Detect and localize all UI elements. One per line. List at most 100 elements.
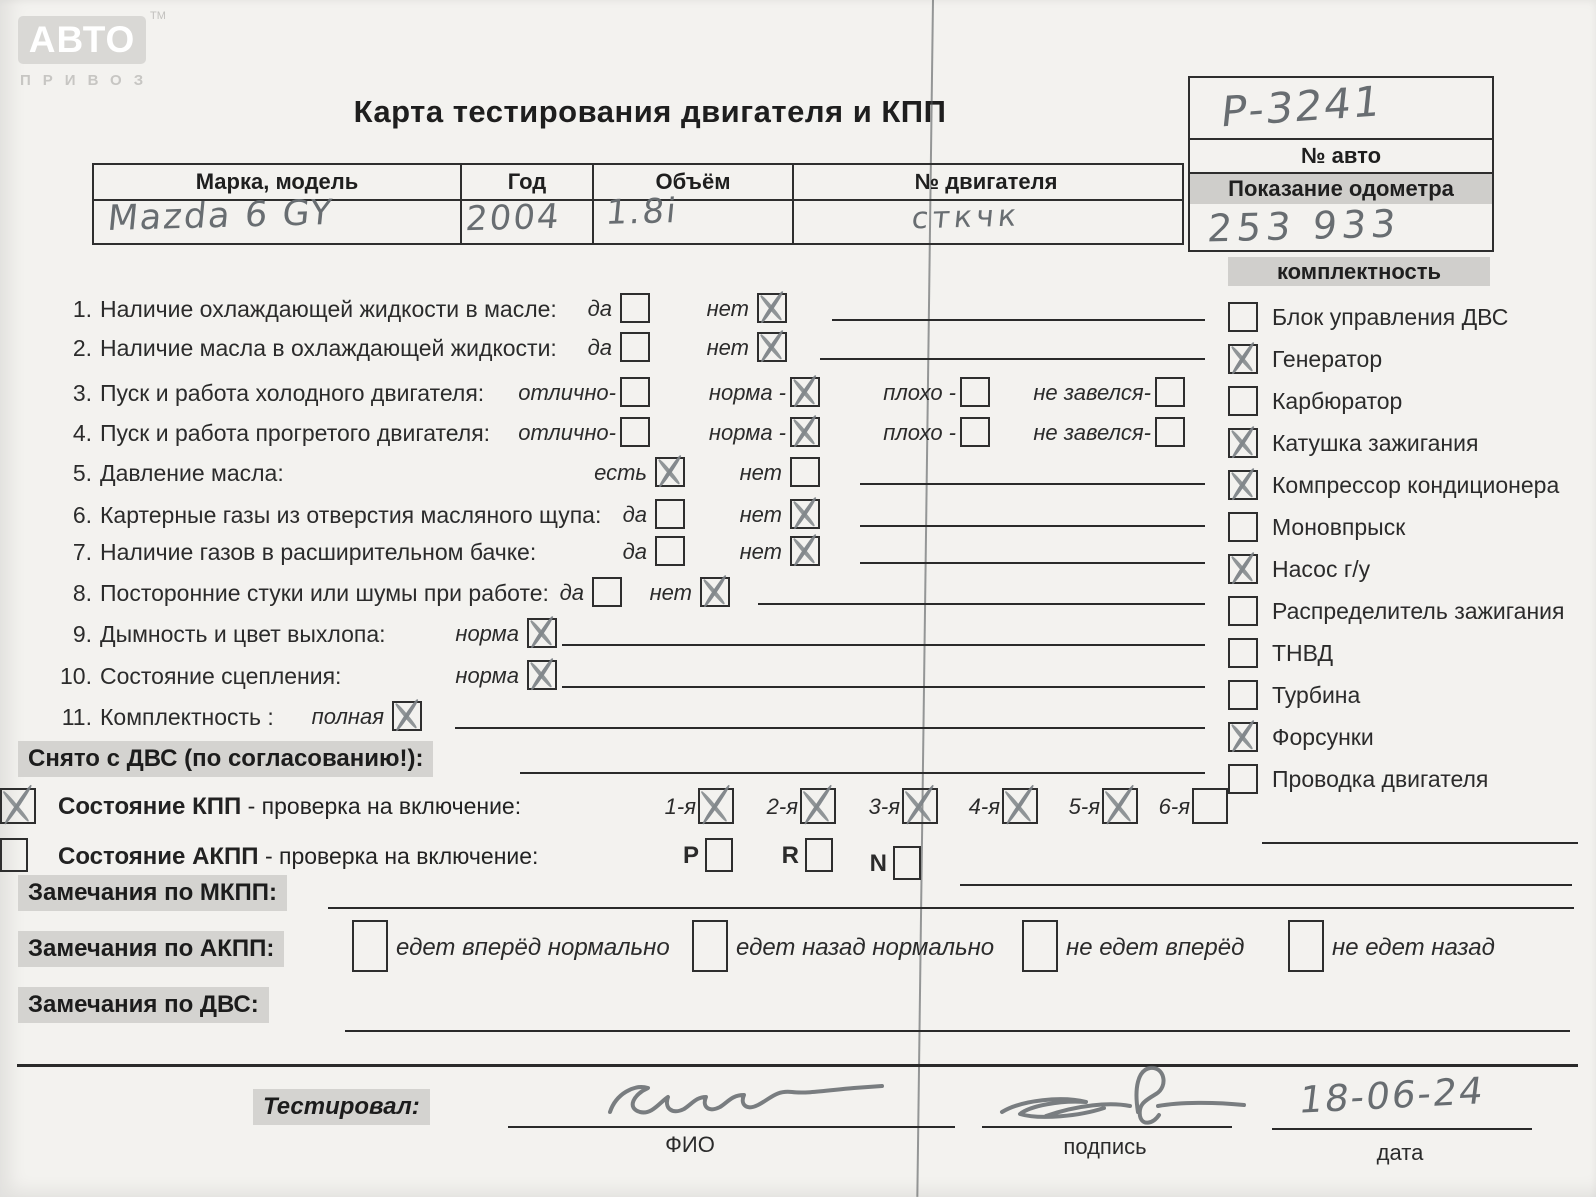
equipment-checkbox[interactable] bbox=[1228, 302, 1258, 332]
option-checkbox-net[interactable] bbox=[700, 577, 730, 607]
option-checkbox-plokho[interactable] bbox=[960, 377, 990, 407]
option-checkbox-net[interactable] bbox=[757, 332, 787, 362]
equipment-item: Моновпрыск bbox=[1228, 506, 1588, 548]
option-checkbox-net[interactable] bbox=[790, 536, 820, 566]
car-number-label: № авто bbox=[1190, 138, 1492, 172]
option-checkbox-ne-zavelsya[interactable] bbox=[1155, 377, 1185, 407]
option-checkbox-da[interactable] bbox=[592, 577, 622, 607]
option-checkbox-norma[interactable] bbox=[527, 618, 557, 648]
cell-year bbox=[462, 201, 594, 245]
option-checkbox-plokho[interactable] bbox=[960, 417, 990, 447]
option-checkbox-da[interactable] bbox=[620, 293, 650, 323]
option-checkbox-ne-zavelsya[interactable] bbox=[1155, 417, 1185, 447]
equipment-label: Распределитель зажигания bbox=[1272, 597, 1565, 624]
odometer-handwriting: 253 933 bbox=[1205, 201, 1403, 251]
option-checkbox-net[interactable] bbox=[757, 293, 787, 323]
akpp-remark-checkbox[interactable] bbox=[1022, 920, 1058, 972]
equipment-checkbox[interactable] bbox=[1228, 470, 1258, 500]
option-label: полная bbox=[311, 704, 384, 729]
row-number: 7. bbox=[72, 539, 92, 565]
akpp-remark-option: едет назад нормально bbox=[692, 920, 994, 977]
option-checkbox-net[interactable] bbox=[790, 457, 820, 487]
blank-line bbox=[758, 603, 1205, 606]
option-label: нет bbox=[739, 539, 782, 564]
blank-line bbox=[455, 727, 1205, 730]
akpp-remarks-label: Замечания по АКПП: bbox=[18, 931, 285, 967]
blank-line bbox=[345, 1030, 1570, 1033]
gear-checkbox[interactable] bbox=[1002, 788, 1038, 824]
mode-checkbox[interactable] bbox=[805, 838, 833, 872]
gear-label: 1-я bbox=[664, 794, 696, 819]
sign-caption: подпись bbox=[1063, 1134, 1147, 1159]
mode-checkbox[interactable] bbox=[0, 838, 28, 872]
gear-checkbox[interactable] bbox=[0, 788, 36, 824]
equipment-label: Блок управления ДВС bbox=[1272, 303, 1509, 330]
gear-checkbox[interactable] bbox=[902, 788, 938, 824]
equipment-checkbox[interactable] bbox=[1228, 554, 1258, 584]
option-checkbox-da[interactable] bbox=[655, 536, 685, 566]
mode-checkbox[interactable] bbox=[705, 838, 733, 872]
check-row-10: 10. Состояние сцепления: норма bbox=[0, 660, 1596, 694]
equipment-checkbox[interactable] bbox=[1228, 428, 1258, 458]
blank-line bbox=[960, 884, 1572, 887]
equipment-label: Катушка зажигания bbox=[1272, 429, 1479, 456]
option-checkbox-otlichno[interactable] bbox=[620, 417, 650, 447]
akpp-remark-option: не едет назад bbox=[1288, 920, 1495, 977]
check-row-7: 7. Наличие газов в расширительном бачке:… bbox=[0, 536, 1596, 570]
mode-checkbox[interactable] bbox=[893, 846, 921, 880]
dvs-remarks-label: Замечания по ДВС: bbox=[18, 987, 269, 1023]
equipment-checkbox[interactable] bbox=[1228, 722, 1258, 752]
row-label: Наличие газов в расширительном бачке: bbox=[100, 539, 537, 565]
option-checkbox-da[interactable] bbox=[620, 332, 650, 362]
equipment-item: Карбюратор bbox=[1228, 380, 1588, 422]
equipment-checkbox[interactable] bbox=[1228, 680, 1258, 710]
footer-divider-line bbox=[17, 1064, 1578, 1067]
option-label: да bbox=[587, 335, 612, 360]
row-number: 5. bbox=[72, 460, 92, 486]
option-checkbox-norma[interactable] bbox=[527, 660, 557, 690]
row-number: 6. bbox=[72, 502, 92, 528]
gear-checkbox[interactable] bbox=[1192, 788, 1228, 824]
akpp-label-bold: Состояние АКПП bbox=[58, 843, 259, 870]
equipment-checkbox[interactable] bbox=[1228, 596, 1258, 626]
akpp-remark-label: едет назад нормально bbox=[736, 934, 995, 961]
option-checkbox-norma[interactable] bbox=[790, 377, 820, 407]
option-checkbox-norma[interactable] bbox=[790, 417, 820, 447]
option-label: норма bbox=[455, 621, 519, 646]
equipment-label: Турбина bbox=[1272, 681, 1361, 708]
option-checkbox-da[interactable] bbox=[655, 499, 685, 529]
option-checkbox-net[interactable] bbox=[790, 499, 820, 529]
gear-label: 6-я bbox=[1158, 794, 1190, 819]
equipment-checkbox[interactable] bbox=[1228, 638, 1258, 668]
gear-option: 1-я bbox=[665, 788, 734, 829]
equipment-checkbox[interactable] bbox=[1228, 764, 1258, 794]
blank-line bbox=[520, 772, 1205, 775]
akpp-remark-checkbox[interactable] bbox=[352, 920, 388, 972]
akpp-remarks-options: едет вперёд нормально едет назад нормаль… bbox=[0, 920, 1596, 976]
option-checkbox-est[interactable] bbox=[655, 457, 685, 487]
vehicle-info-table: Марка, модель Год Объём № двигателя bbox=[92, 163, 1184, 245]
option-checkbox-polnaya[interactable] bbox=[392, 701, 422, 731]
row-label: Пуск и работа холодного двигателя: bbox=[100, 380, 485, 406]
gear-checkbox[interactable] bbox=[698, 788, 734, 824]
akpp-remark-checkbox[interactable] bbox=[692, 920, 728, 972]
blank-line bbox=[820, 358, 1205, 361]
kpp-gear-check-row: Состояние КПП - проверка на включение: 1… bbox=[0, 788, 1596, 828]
blank-line bbox=[328, 907, 1574, 910]
gear-checkbox[interactable] bbox=[800, 788, 836, 824]
mode-option: D bbox=[0, 838, 28, 877]
option-checkbox-otlichno[interactable] bbox=[620, 377, 650, 407]
equipment-checkbox[interactable] bbox=[1228, 512, 1258, 542]
equipment-checkbox[interactable] bbox=[1228, 386, 1258, 416]
akpp-remark-checkbox[interactable] bbox=[1288, 920, 1324, 972]
check-row-1: 1. Наличие охлаждающей жидкости в масле:… bbox=[0, 293, 1596, 327]
option-label: норма bbox=[455, 663, 519, 688]
year-handwriting: 2004 bbox=[463, 196, 563, 240]
gear-checkbox[interactable] bbox=[1102, 788, 1138, 824]
sign-signature-line bbox=[982, 1126, 1232, 1129]
tested-by-label: Тестировал: bbox=[253, 1089, 430, 1125]
equipment-checkbox[interactable] bbox=[1228, 344, 1258, 374]
akpp-remark-label: едет вперёд нормально bbox=[396, 934, 670, 961]
avtoprivoz-logo: АВТО bbox=[18, 16, 146, 64]
